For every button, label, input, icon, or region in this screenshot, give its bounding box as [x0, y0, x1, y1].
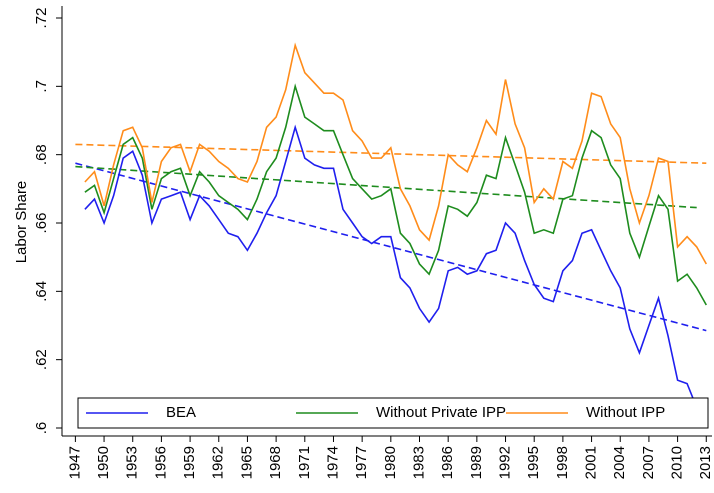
x-tick-label: 2004	[611, 446, 628, 479]
x-tick-label: 1962	[210, 446, 227, 479]
x-tick-label: 1992	[496, 446, 513, 479]
y-tick-label: .68	[33, 144, 50, 165]
x-tick-label: 2001	[583, 446, 600, 479]
y-tick-label: .7	[33, 80, 50, 93]
trend-line	[75, 165, 697, 209]
x-tick-label: 1971	[296, 446, 313, 479]
series-line	[84, 124, 707, 415]
x-tick-label: 1998	[554, 446, 571, 479]
trend-line	[75, 143, 707, 164]
y-tick-label: .66	[33, 213, 50, 234]
x-tick-label: 1965	[238, 446, 255, 479]
x-tick-label: 1950	[95, 446, 112, 479]
x-tick-label: 2007	[640, 446, 657, 479]
x-tick-label: 1995	[525, 446, 542, 479]
y-tick-label: .6	[33, 422, 50, 435]
legend-label: Without Private IPP	[376, 404, 506, 421]
x-tick-label: 1977	[353, 446, 370, 479]
trend-line	[75, 162, 707, 332]
x-tick-label: 2010	[669, 446, 686, 479]
legend-box	[77, 397, 709, 429]
x-tick-label: 2013	[697, 446, 714, 479]
legend-label: BEA	[166, 404, 196, 421]
series-line	[84, 83, 707, 306]
y-axis-label: Labor Share	[13, 181, 30, 264]
x-tick-label: 1986	[439, 446, 456, 479]
y-tick-label: .64	[33, 281, 50, 302]
x-tick-label: 1947	[66, 446, 83, 479]
series-line	[84, 42, 707, 265]
x-tick-label: 1953	[124, 446, 141, 479]
x-tick-label: 1983	[410, 446, 427, 479]
x-tick-label: 1974	[324, 446, 341, 479]
legend-label: Without IPP	[586, 404, 665, 421]
x-tick-label: 1980	[382, 446, 399, 479]
x-tick-label: 1968	[267, 446, 284, 479]
x-tick-label: 1956	[152, 446, 169, 479]
x-tick-label: 1989	[468, 446, 485, 479]
y-tick-label: .62	[33, 349, 50, 370]
y-tick-label: .72	[33, 8, 50, 29]
x-tick-label: 1959	[181, 446, 198, 479]
